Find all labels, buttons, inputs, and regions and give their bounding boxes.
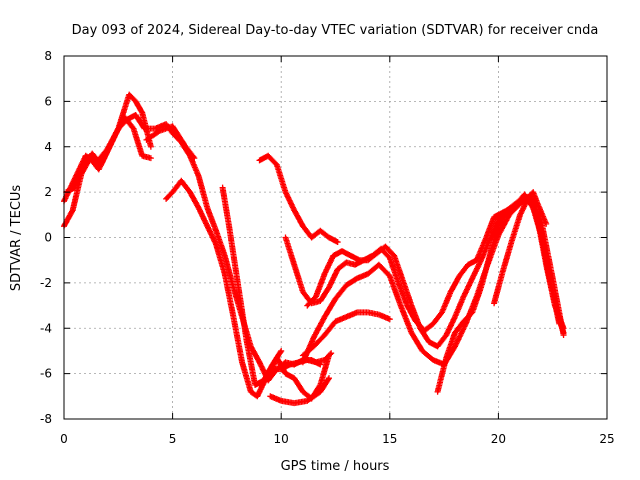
data-point-markers <box>491 189 550 307</box>
y-tick-label: 8 <box>44 49 52 63</box>
x-tick-label: 25 <box>599 432 614 446</box>
data-point-markers <box>299 309 393 359</box>
chart-title: Day 093 of 2024, Sidereal Day-to-day VTE… <box>72 23 599 38</box>
x-tick-label: 10 <box>274 432 289 446</box>
data-point-markers <box>143 123 198 162</box>
series-track <box>143 123 198 162</box>
y-tick-label: -8 <box>40 412 52 426</box>
x-tick-label: 20 <box>491 432 506 446</box>
series-track <box>267 375 332 407</box>
x-tick-label: 15 <box>382 432 397 446</box>
y-tick-label: 0 <box>44 231 52 245</box>
y-tick-label: 6 <box>44 94 52 108</box>
data-point-markers <box>256 152 341 246</box>
x-tick-label: 0 <box>60 432 68 446</box>
y-tick-label: 4 <box>44 140 52 154</box>
data-point-markers <box>434 193 563 395</box>
series-track <box>256 152 341 246</box>
series-track <box>299 309 393 359</box>
y-tick-label: -4 <box>40 321 52 335</box>
series-track <box>434 193 563 395</box>
y-tick-label: -6 <box>40 367 52 381</box>
y-axis-label: SDTVAR / TECUs <box>9 185 24 292</box>
data-points <box>61 91 567 407</box>
x-tick-label: 5 <box>169 432 177 446</box>
x-axis-label: GPS time / hours <box>281 459 390 474</box>
series-track <box>491 189 550 307</box>
y-tick-label: -2 <box>40 276 52 290</box>
data-point-markers <box>267 375 332 407</box>
y-tick-label: 2 <box>44 185 52 199</box>
axis-ticks: 0 5 10 15 20 25 -8 -6 -4 -2 0 2 4 6 8 <box>40 49 615 446</box>
